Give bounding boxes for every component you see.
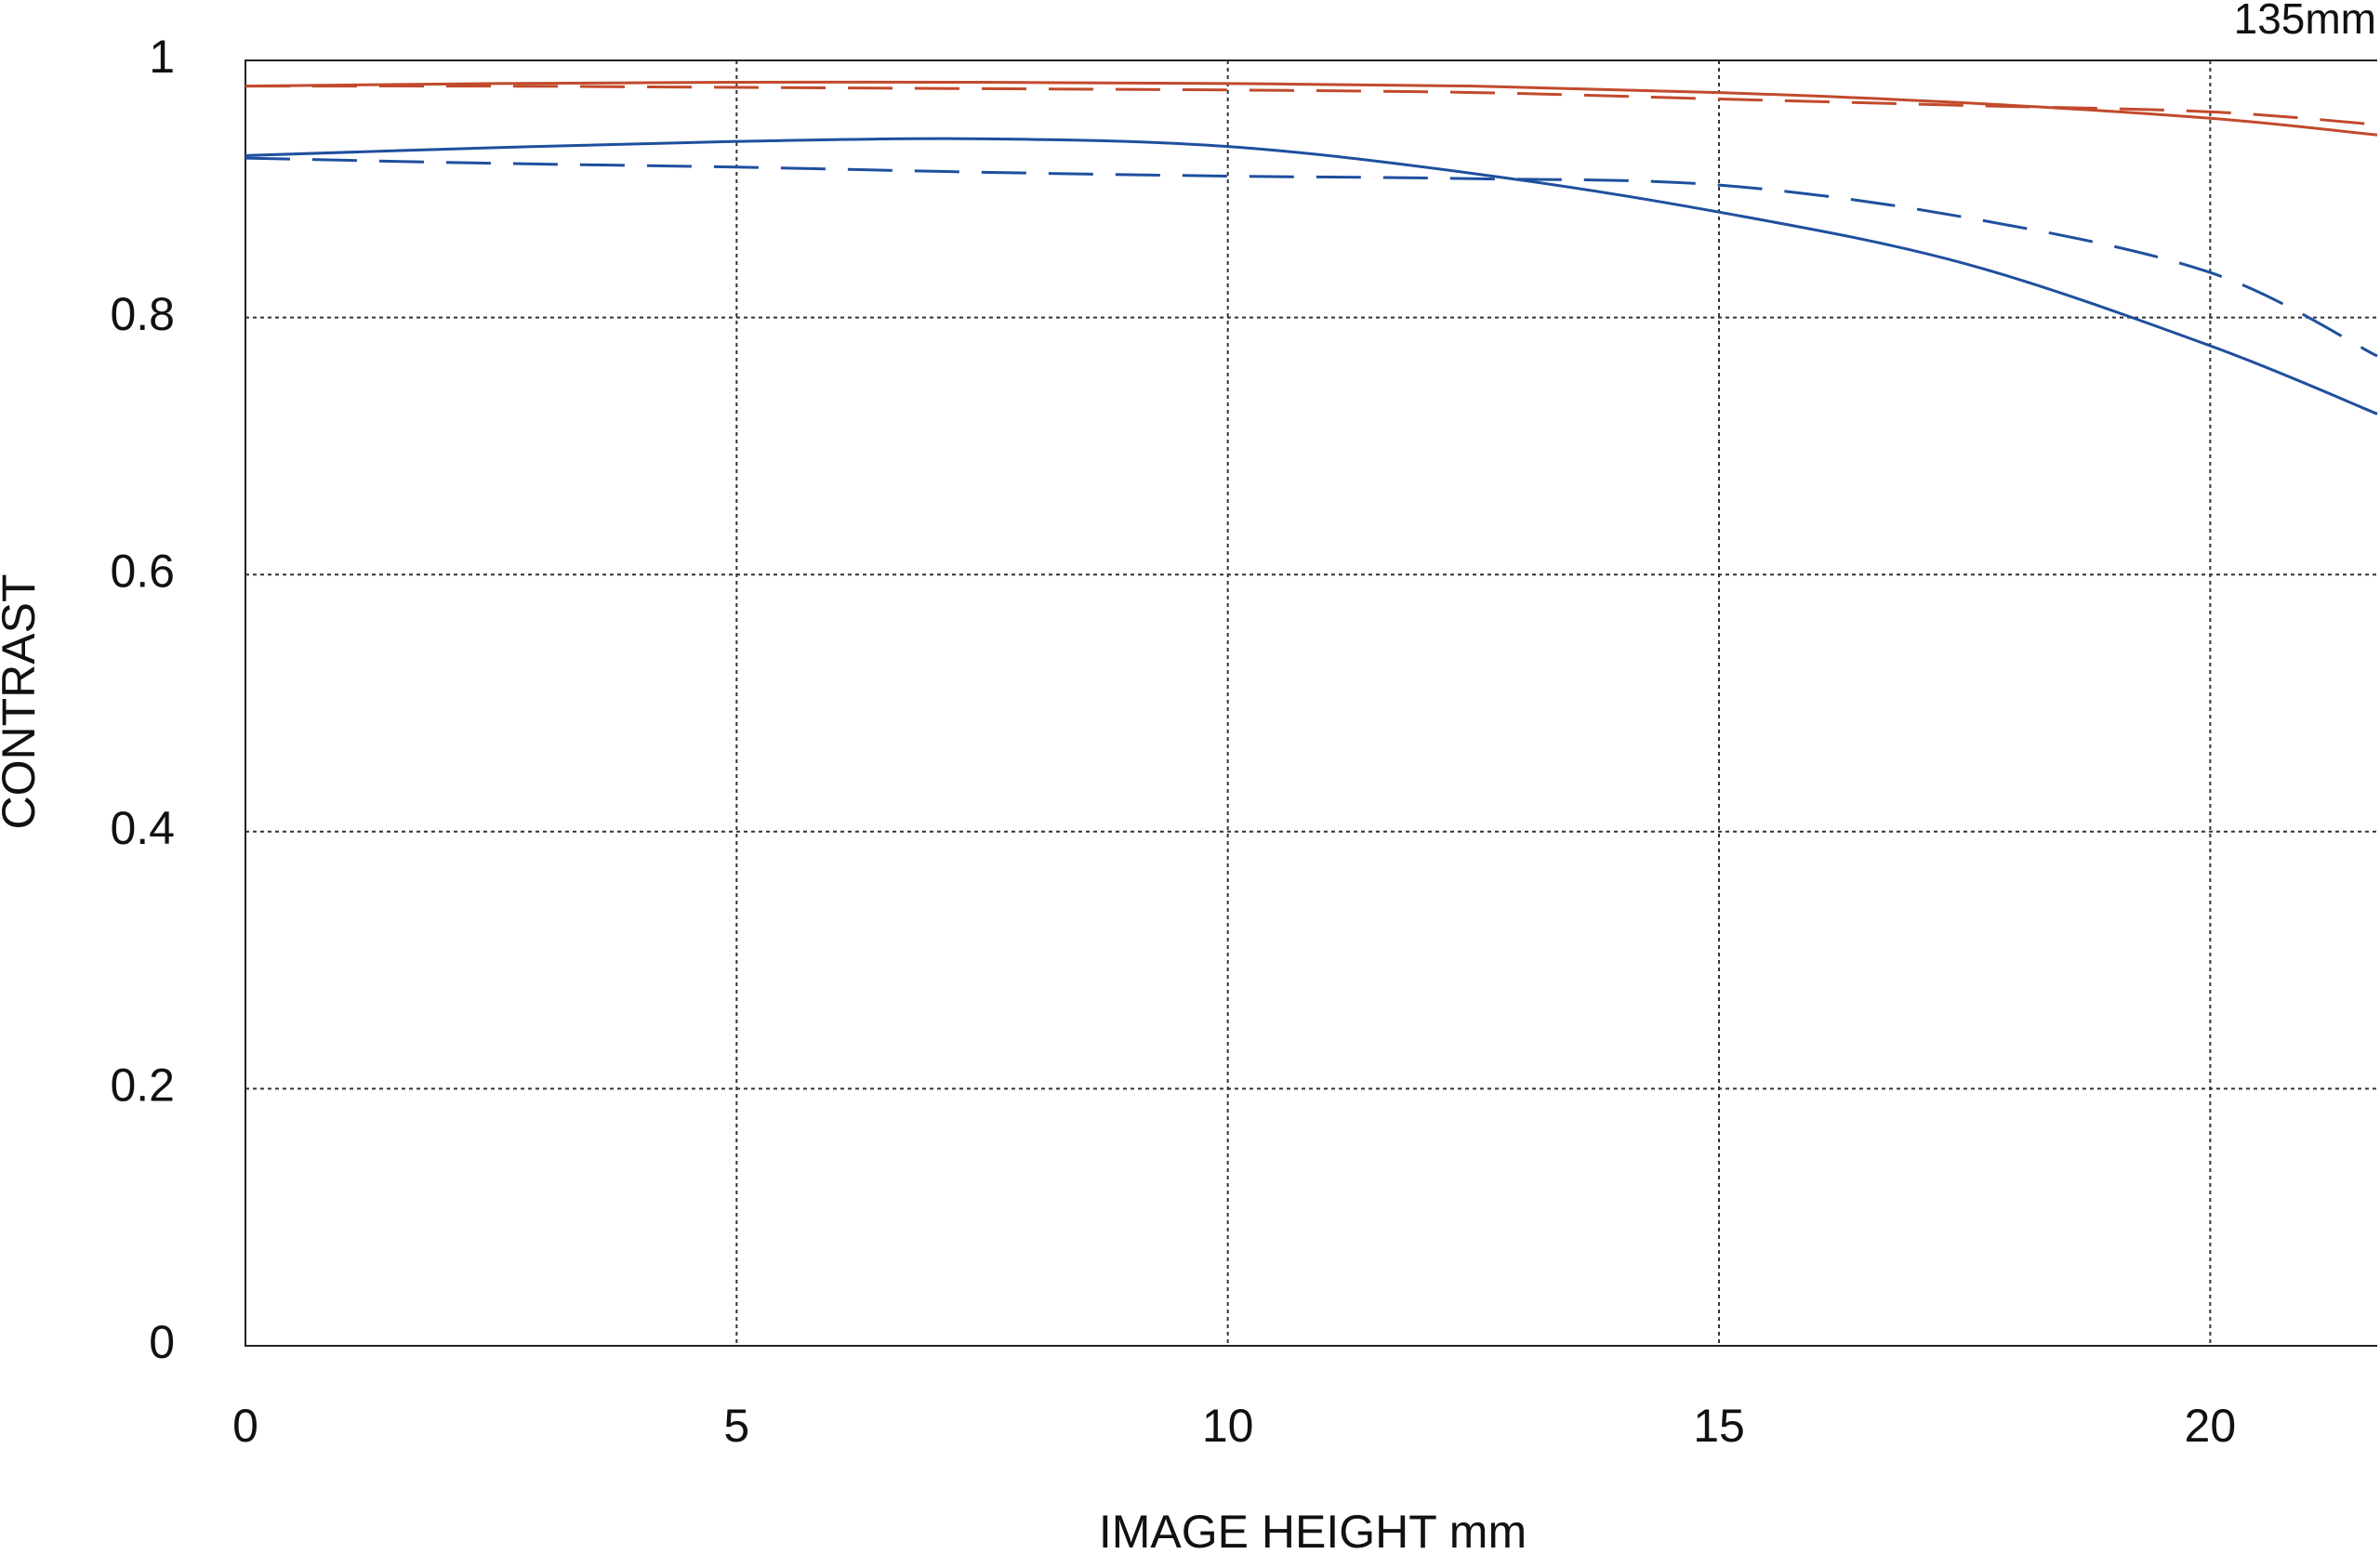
x-tick-label: 5 (723, 1400, 749, 1452)
chart-title: 135mm (2234, 0, 2376, 43)
x-tick-label: 20 (2185, 1400, 2237, 1452)
series-line (245, 85, 2378, 126)
x-axis-label: IMAGE HEIGHT mm (1099, 1506, 1527, 1554)
series-line (245, 137, 2378, 415)
y-axis-label: CONTRAST (0, 574, 45, 830)
x-tick-label: 0 (232, 1400, 258, 1452)
y-tick-label: 0 (149, 1316, 175, 1368)
series-line (245, 156, 2378, 358)
y-tick-label: 0.4 (110, 802, 175, 854)
y-tick-label: 1 (149, 31, 175, 83)
y-tick-label: 0.6 (110, 545, 175, 597)
x-tick-label: 15 (1693, 1400, 1745, 1452)
y-tick-label: 0.2 (110, 1060, 175, 1112)
plot-frame (245, 59, 2377, 1347)
x-tick-label: 10 (1202, 1400, 1254, 1452)
y-tick-label: 0.8 (110, 288, 175, 340)
